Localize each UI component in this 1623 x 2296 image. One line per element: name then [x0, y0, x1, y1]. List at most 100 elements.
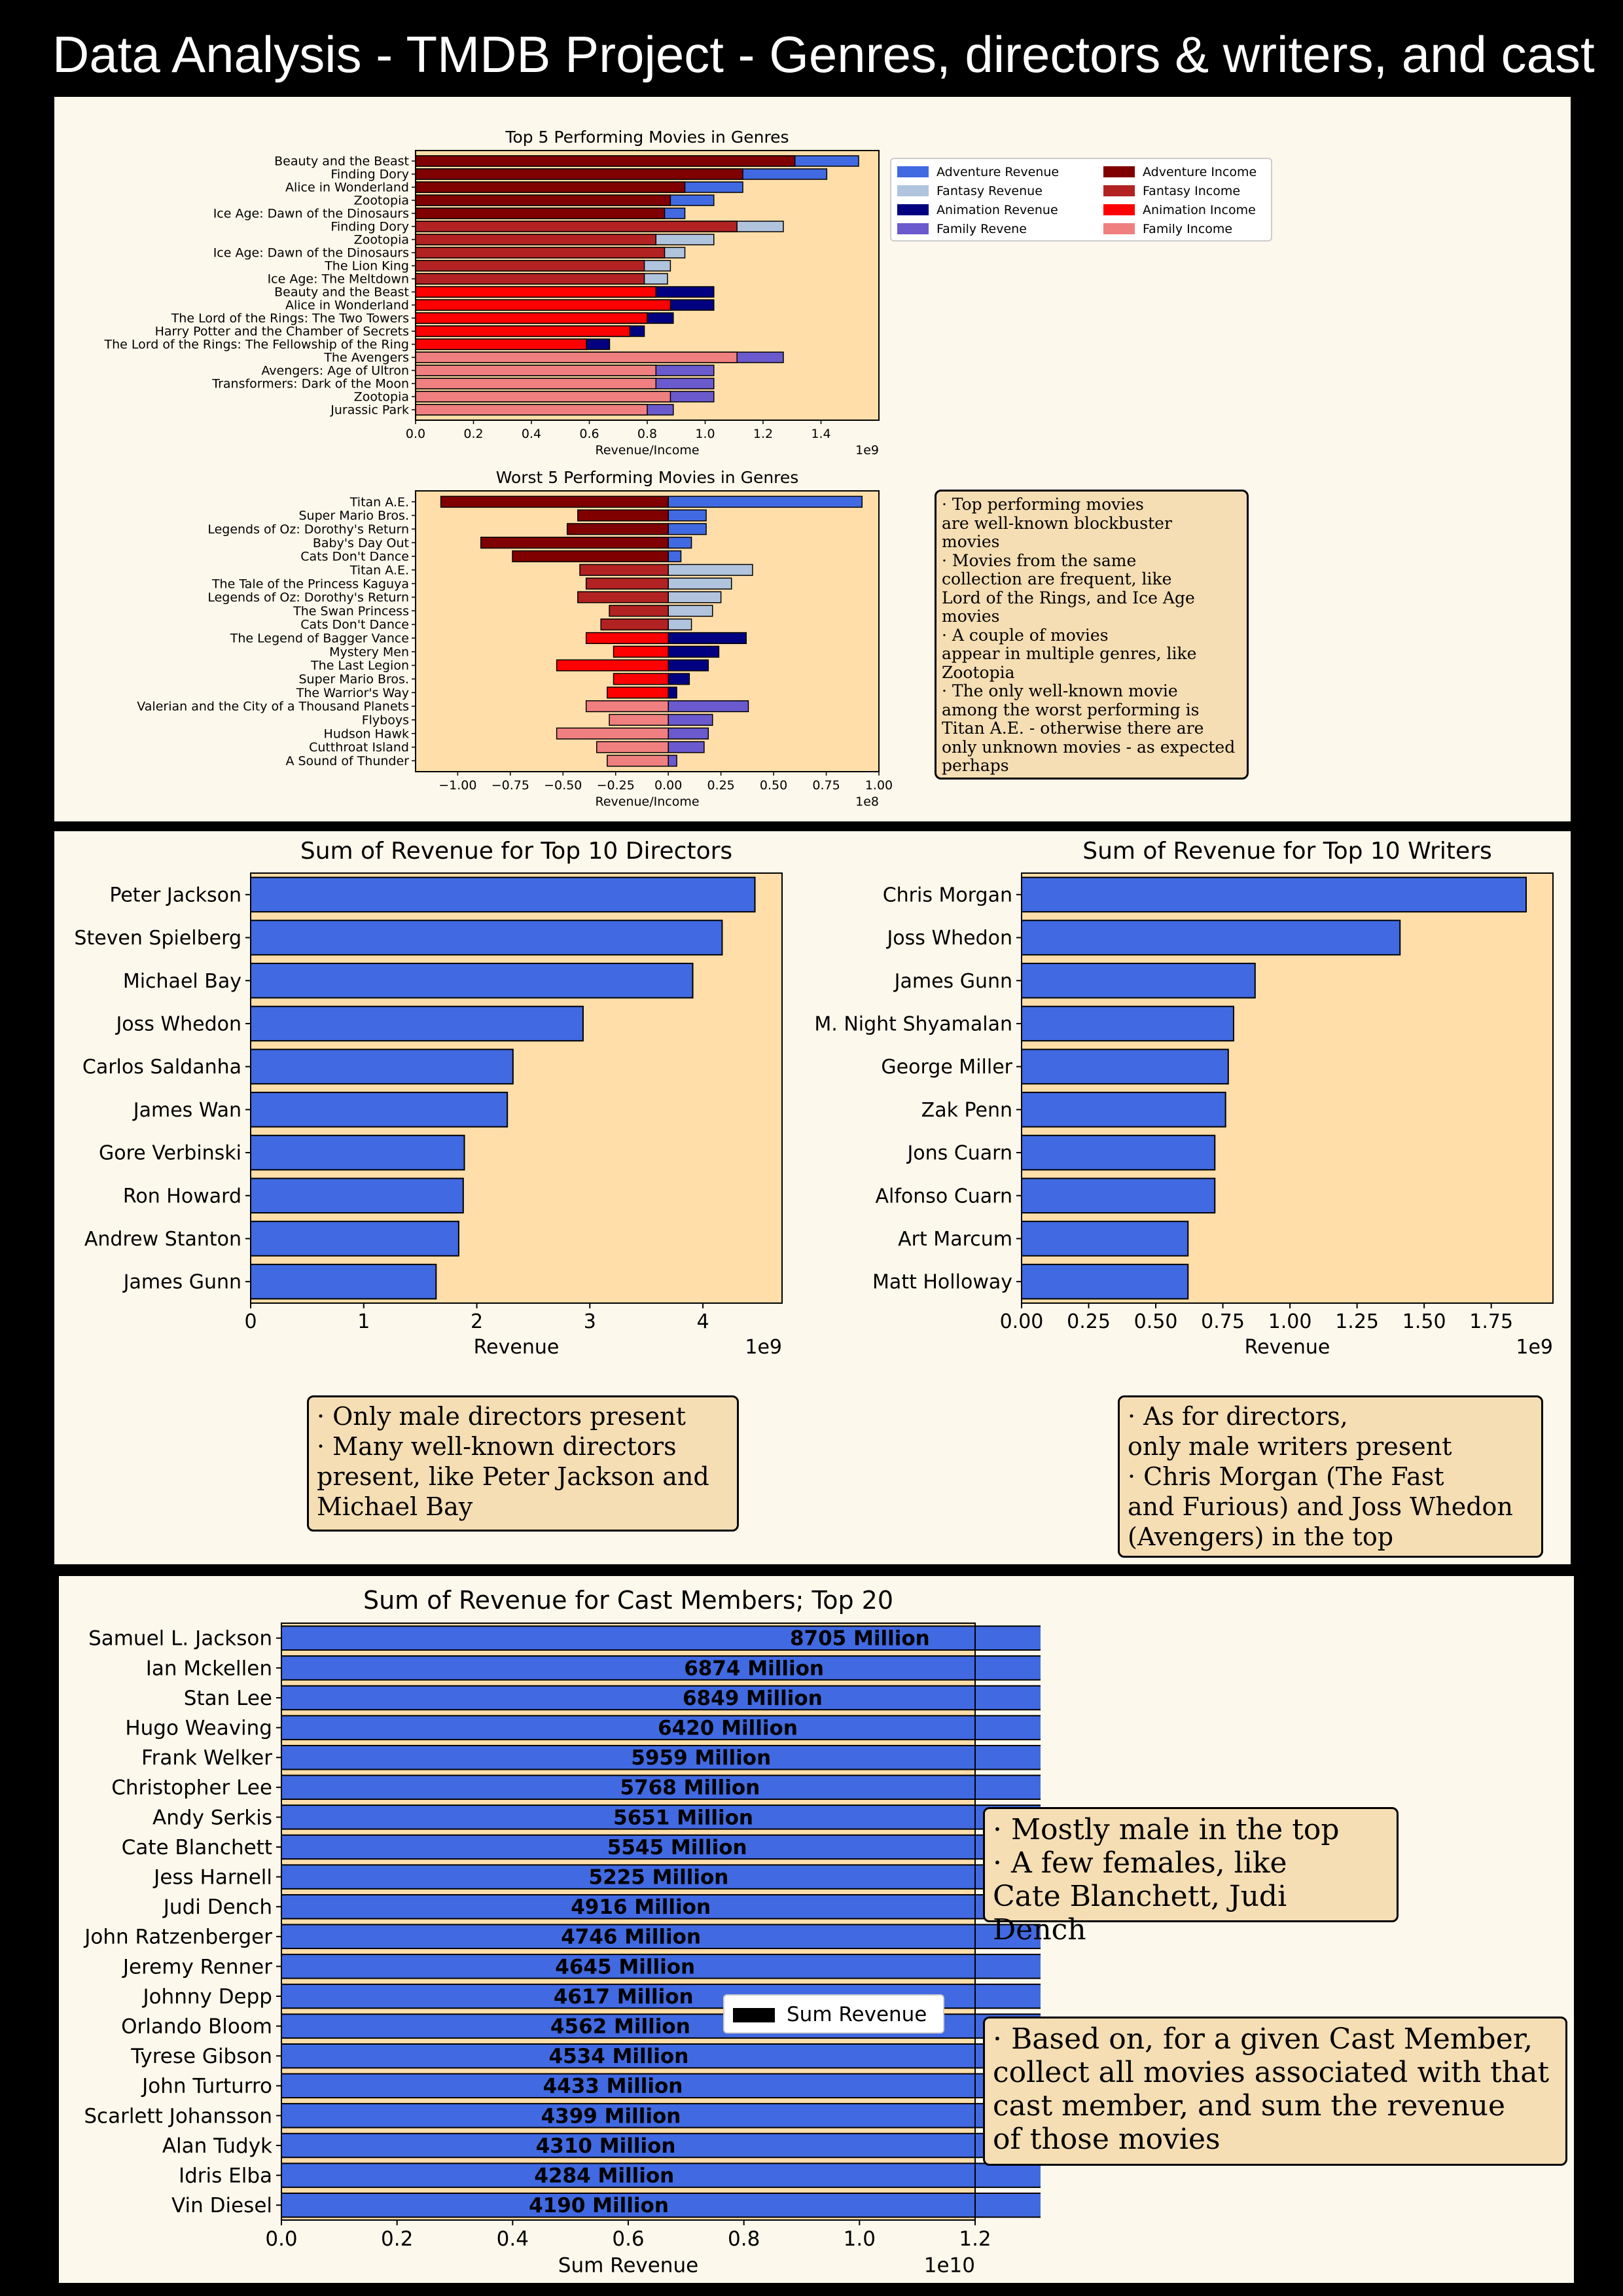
cast-value-label: 4399 Million — [541, 2104, 681, 2128]
directors-xtick-label: 2 — [471, 1310, 483, 1333]
worst5-row-label: Super Mario Bros. — [299, 672, 410, 687]
cast-bar — [281, 2043, 1041, 2069]
cast-legend — [723, 1994, 944, 2034]
worst5-income-bar — [609, 713, 669, 726]
cast-value-label: 4534 Million — [549, 2045, 689, 2068]
worst5-revenue-bar — [668, 619, 692, 631]
worst5-income-bar — [579, 564, 669, 576]
writers-xtick-label: 1.75 — [1469, 1310, 1513, 1333]
cast-value-label: 5768 Million — [620, 1776, 760, 1800]
top5-chart: Top 5 Performing Movies in Genres Beauty … — [104, 128, 1272, 457]
cast-bar — [281, 1864, 1041, 1890]
writers-category-label: Matt Holloway — [872, 1271, 1012, 1294]
worst5-xtick-label: 0.50 — [760, 778, 787, 793]
worst5-row-label: Titan A.E. — [349, 563, 409, 577]
worst5-title: Worst 5 Performing Movies in Genres — [496, 468, 799, 487]
top5-row-label: Zootopia — [354, 194, 409, 208]
genres-note-text: · Top performing movies are well-known b… — [942, 495, 1236, 775]
worst5-xtick-label: 0.75 — [812, 778, 840, 793]
top5-row-label: Alice in Wonderland — [285, 181, 409, 195]
worst5-row-label: Hudson Hawk — [324, 726, 409, 741]
cast-scale-label: 1e10 — [924, 2253, 975, 2277]
top5-row-label: The Lord of the Rings: The Two Towers — [171, 312, 409, 326]
writers-xtick-label: 1.50 — [1402, 1310, 1446, 1333]
cast-value-label: 4617 Million — [554, 1985, 694, 2009]
top5-row-label: Beauty and the Beast — [274, 285, 409, 300]
cast-xtick-label: 1.0 — [844, 2227, 876, 2251]
writers-category-label: Jons Cuarn — [906, 1142, 1012, 1165]
cast-value-label: 5651 Million — [613, 1806, 753, 1829]
worst5-revenue-bar — [668, 741, 705, 753]
cast-xtick-label: 0.6 — [612, 2227, 644, 2251]
writers-title: Sum of Revenue for Top 10 Writers — [1082, 838, 1492, 865]
top5-xtick-label: 0.8 — [637, 427, 657, 441]
top5-legend-label: Family Revene — [936, 222, 1027, 236]
writers-xtick-label: 0.25 — [1067, 1310, 1111, 1333]
worst5-income-bar — [556, 659, 669, 672]
cast-category-label: Johnny Depp — [141, 1985, 272, 2009]
worst5-income-bar — [613, 645, 669, 658]
worst5-row-label: Legends of Oz: Dorothy's Return — [207, 522, 409, 537]
directors-bar — [250, 1049, 514, 1085]
top5-legend-swatch — [897, 185, 929, 196]
writers-note-text: · As for directors, only male writers pr… — [1128, 1402, 1513, 1551]
cast-value-label: 4645 Million — [555, 1955, 695, 1979]
worst5-revenue-bar — [668, 659, 709, 672]
top5-legend-label: Fantasy Revenue — [936, 184, 1043, 198]
worst5-row-label: Super Mario Bros. — [299, 509, 410, 523]
top5-legend-label: Family Income — [1143, 222, 1232, 236]
top5-legend-swatch — [897, 204, 929, 215]
genres-note: · Top performing movies are well-known b… — [935, 490, 1249, 780]
top5-xtick-label: 0.6 — [579, 427, 599, 441]
writers-category-label: Joss Whedon — [885, 927, 1012, 950]
worst5-income-bar — [585, 700, 669, 713]
directors-category-label: James Gunn — [122, 1271, 241, 1294]
cast-value-label: 6874 Million — [684, 1657, 824, 1680]
worst5-income-bar — [577, 509, 669, 522]
worst5-income-bar — [585, 632, 669, 644]
directors-scale-label: 1e9 — [745, 1336, 782, 1355]
top5-row-label: Ice Age: The Meltdown — [268, 272, 409, 287]
cast-value-label: 4916 Million — [571, 1895, 711, 1919]
top5-row-label: Zootopia — [354, 233, 409, 247]
writers-category-label: M. Night Shyamalan — [814, 1013, 1012, 1035]
worst5-row-label: The Tale of the Princess Kaguya — [211, 577, 409, 591]
directors-bar — [250, 1005, 584, 1042]
directors-category-label: Steven Spielberg — [74, 927, 241, 950]
worst5-income-bar — [609, 605, 669, 617]
cast-category-label: Stan Lee — [184, 1687, 272, 1710]
cast-category-label: Scarlett Johansson — [84, 2104, 272, 2128]
cast-value-label: 4310 Million — [536, 2134, 676, 2158]
worst5-income-bar — [613, 673, 669, 685]
worst5-income-bar — [600, 619, 669, 631]
worst5-revenue-bar — [668, 605, 713, 617]
writers-bar — [1021, 1177, 1216, 1214]
cast-category-label: Tyrese Gibson — [130, 2045, 272, 2068]
writers-category-label: George Miller — [881, 1056, 1012, 1079]
cast-bar — [281, 1685, 1041, 1711]
writers-category-label: Chris Morgan — [883, 884, 1012, 906]
top5-legend-label: Fantasy Income — [1143, 184, 1240, 198]
writers-xlabel: Revenue — [1245, 1336, 1330, 1355]
cast-category-label: Alan Tudyk — [162, 2134, 272, 2158]
worst5-revenue-bar — [668, 687, 677, 699]
cast-category-label: Jeremy Renner — [122, 1955, 272, 1979]
worst5-xtick-label: −0.50 — [544, 778, 582, 793]
worst5-row-label: Mystery Men — [329, 645, 409, 659]
cast-value-label: 5959 Million — [631, 1746, 771, 1770]
worst5-revenue-bar — [668, 550, 682, 563]
page-title: Data Analysis - TMDB Project - Genres, d… — [52, 26, 1595, 83]
top5-row-label: The Avengers — [323, 351, 409, 365]
worst5-row-label: Titan A.E. — [349, 495, 409, 509]
cast-note-2-text: · Based on, for a given Cast Member, col… — [993, 2022, 1550, 2156]
cast-panel: Sum of Revenue for Cast Members; Top 20 S… — [59, 1576, 1574, 2283]
directors-category-label: Michael Bay — [123, 970, 241, 993]
top5-xtick-label: 1.0 — [695, 427, 715, 441]
directors-category-label: Ron Howard — [123, 1185, 241, 1208]
worst5-income-bar — [607, 755, 669, 767]
cast-category-label: Vin Diesel — [171, 2194, 272, 2217]
writers-bar — [1021, 1005, 1234, 1042]
writers-bar — [1021, 1049, 1229, 1085]
top5-legend-swatch — [1103, 166, 1135, 177]
cast-note-1: · Mostly male in the top · A few females… — [983, 1807, 1399, 1946]
